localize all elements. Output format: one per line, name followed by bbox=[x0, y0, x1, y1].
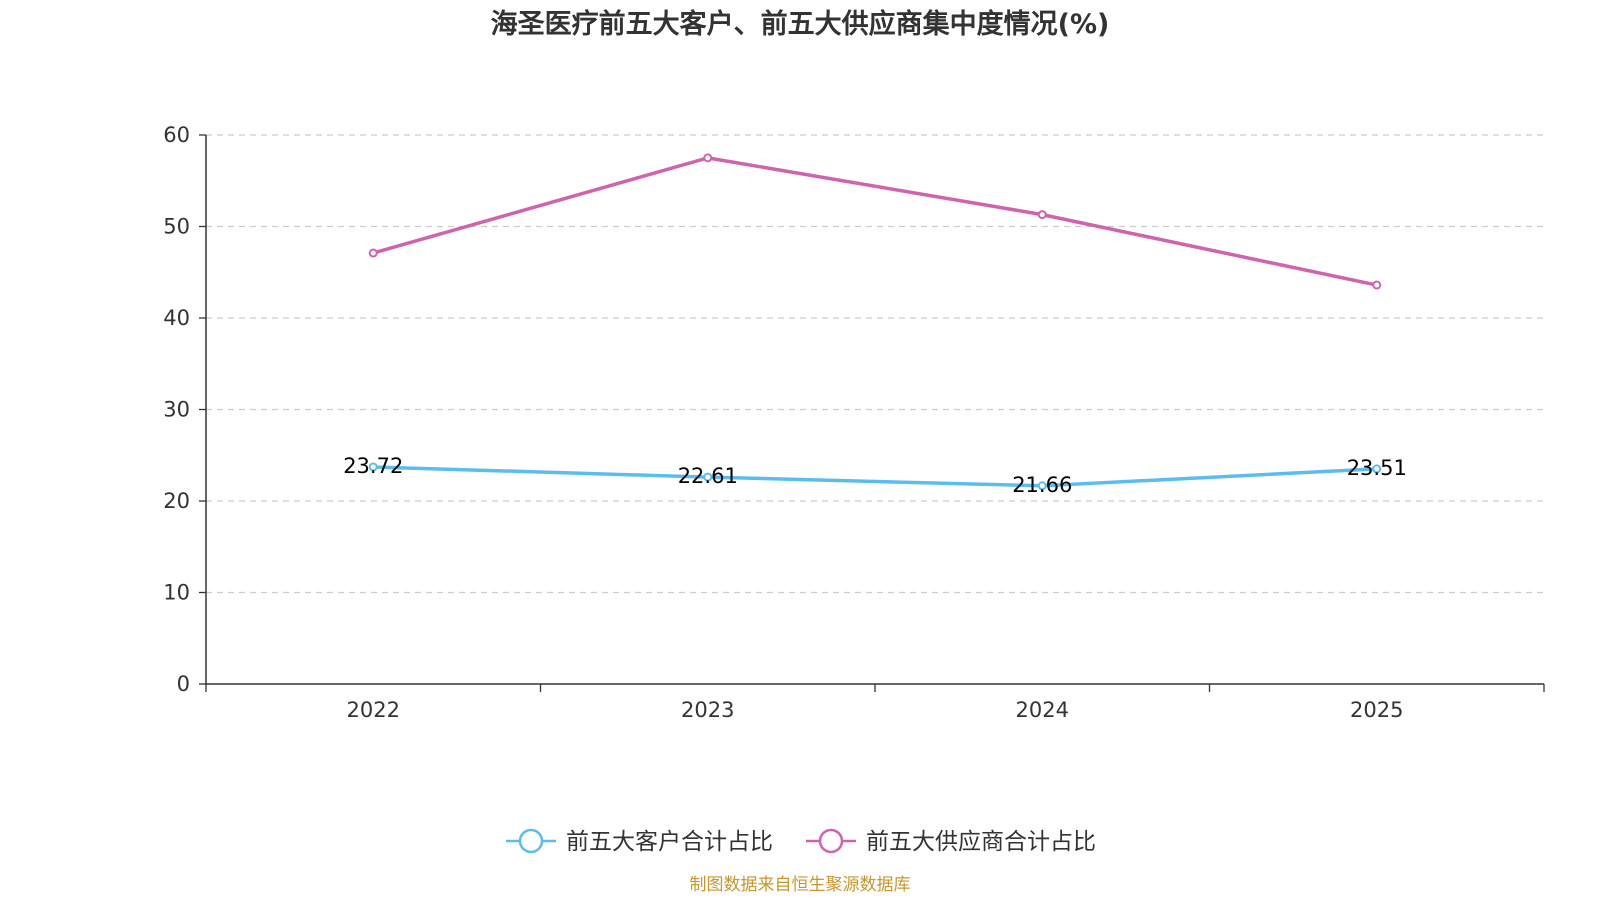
data-labels: 23.72 22.61 21.66 23.51 bbox=[343, 454, 1407, 497]
data-point[interactable] bbox=[1037, 210, 1047, 220]
chart-title: 海圣医疗前五大客户、前五大供应商集中度情况(%) bbox=[491, 8, 1110, 40]
y-tick-label: 30 bbox=[163, 398, 190, 422]
data-point[interactable] bbox=[1372, 280, 1382, 290]
data-point[interactable] bbox=[703, 153, 713, 163]
y-tick-label: 10 bbox=[163, 581, 190, 605]
legend-label: 前五大客户合计占比 bbox=[566, 829, 773, 855]
data-point[interactable] bbox=[368, 462, 378, 472]
grid bbox=[206, 134, 1544, 594]
legend-marker-icon bbox=[518, 828, 544, 854]
x-tick-label: 2025 bbox=[1350, 698, 1403, 722]
data-label: 21.66 bbox=[1012, 473, 1072, 497]
y-tick-label: 0 bbox=[177, 672, 190, 696]
legend-item-1[interactable]: 前五大客户合计占比 bbox=[506, 828, 773, 855]
data-label: 23.72 bbox=[343, 454, 403, 478]
y-tick-label: 60 bbox=[163, 123, 190, 147]
data-point[interactable] bbox=[368, 248, 378, 258]
data-point[interactable] bbox=[1037, 481, 1047, 491]
y-tick-label: 40 bbox=[163, 306, 190, 330]
axes: 0 10 20 30 40 50 60 2022 2023 2024 2025 bbox=[163, 123, 1545, 722]
data-point[interactable] bbox=[703, 472, 713, 482]
legend-marker-icon bbox=[818, 828, 844, 854]
legend-label: 前五大供应商合计占比 bbox=[866, 829, 1096, 855]
x-tick-label: 2024 bbox=[1016, 698, 1069, 722]
series-line-2 bbox=[372, 156, 1378, 287]
legend-item-2[interactable]: 前五大供应商合计占比 bbox=[806, 828, 1096, 855]
data-label: 22.61 bbox=[678, 464, 738, 488]
y-tick-label: 20 bbox=[163, 489, 190, 513]
series-group bbox=[368, 153, 1382, 491]
data-point[interactable] bbox=[1372, 464, 1382, 474]
y-tick-label: 50 bbox=[163, 215, 190, 239]
source-note: 制图数据来自恒生聚源数据库 bbox=[690, 875, 911, 895]
data-label: 23.51 bbox=[1347, 456, 1407, 480]
x-tick-label: 2023 bbox=[681, 698, 734, 722]
series-line-1 bbox=[373, 465, 1377, 488]
legend[interactable]: 前五大客户合计占比 前五大供应商合计占比 bbox=[506, 828, 1096, 855]
x-tick-label: 2022 bbox=[347, 698, 400, 722]
